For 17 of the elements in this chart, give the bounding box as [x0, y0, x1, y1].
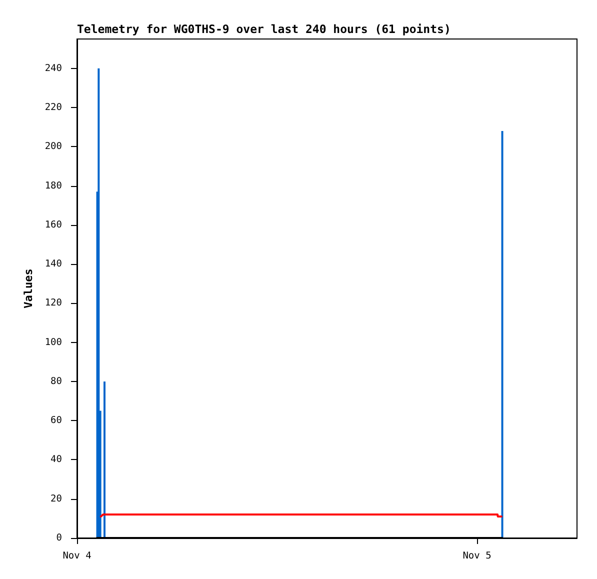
x-tick-label: Nov 4 [62, 550, 92, 562]
y-tick-label: 100 [44, 336, 62, 348]
y-tick-label: 0 [56, 532, 62, 544]
y-tick-label: 60 [50, 415, 62, 426]
x-tick-label: Nov 5 [462, 550, 492, 562]
y-tick-label: 140 [44, 258, 62, 270]
y-tick-label: 160 [44, 219, 62, 230]
y-tick-label: 40 [50, 454, 62, 466]
y-axis-title: Values [22, 268, 35, 308]
chart-title: Telemetry for WG0THS-9 over last 240 hours (61 points) [77, 22, 451, 36]
y-tick-label: 20 [50, 493, 62, 504]
y-tick-label: 120 [44, 298, 62, 309]
y-tick-label: 200 [44, 141, 62, 152]
y-tick-label: 180 [44, 180, 62, 192]
y-tick-label: 240 [44, 62, 62, 74]
y-tick-label: 220 [44, 102, 62, 113]
y-tick-label: 80 [50, 376, 62, 387]
